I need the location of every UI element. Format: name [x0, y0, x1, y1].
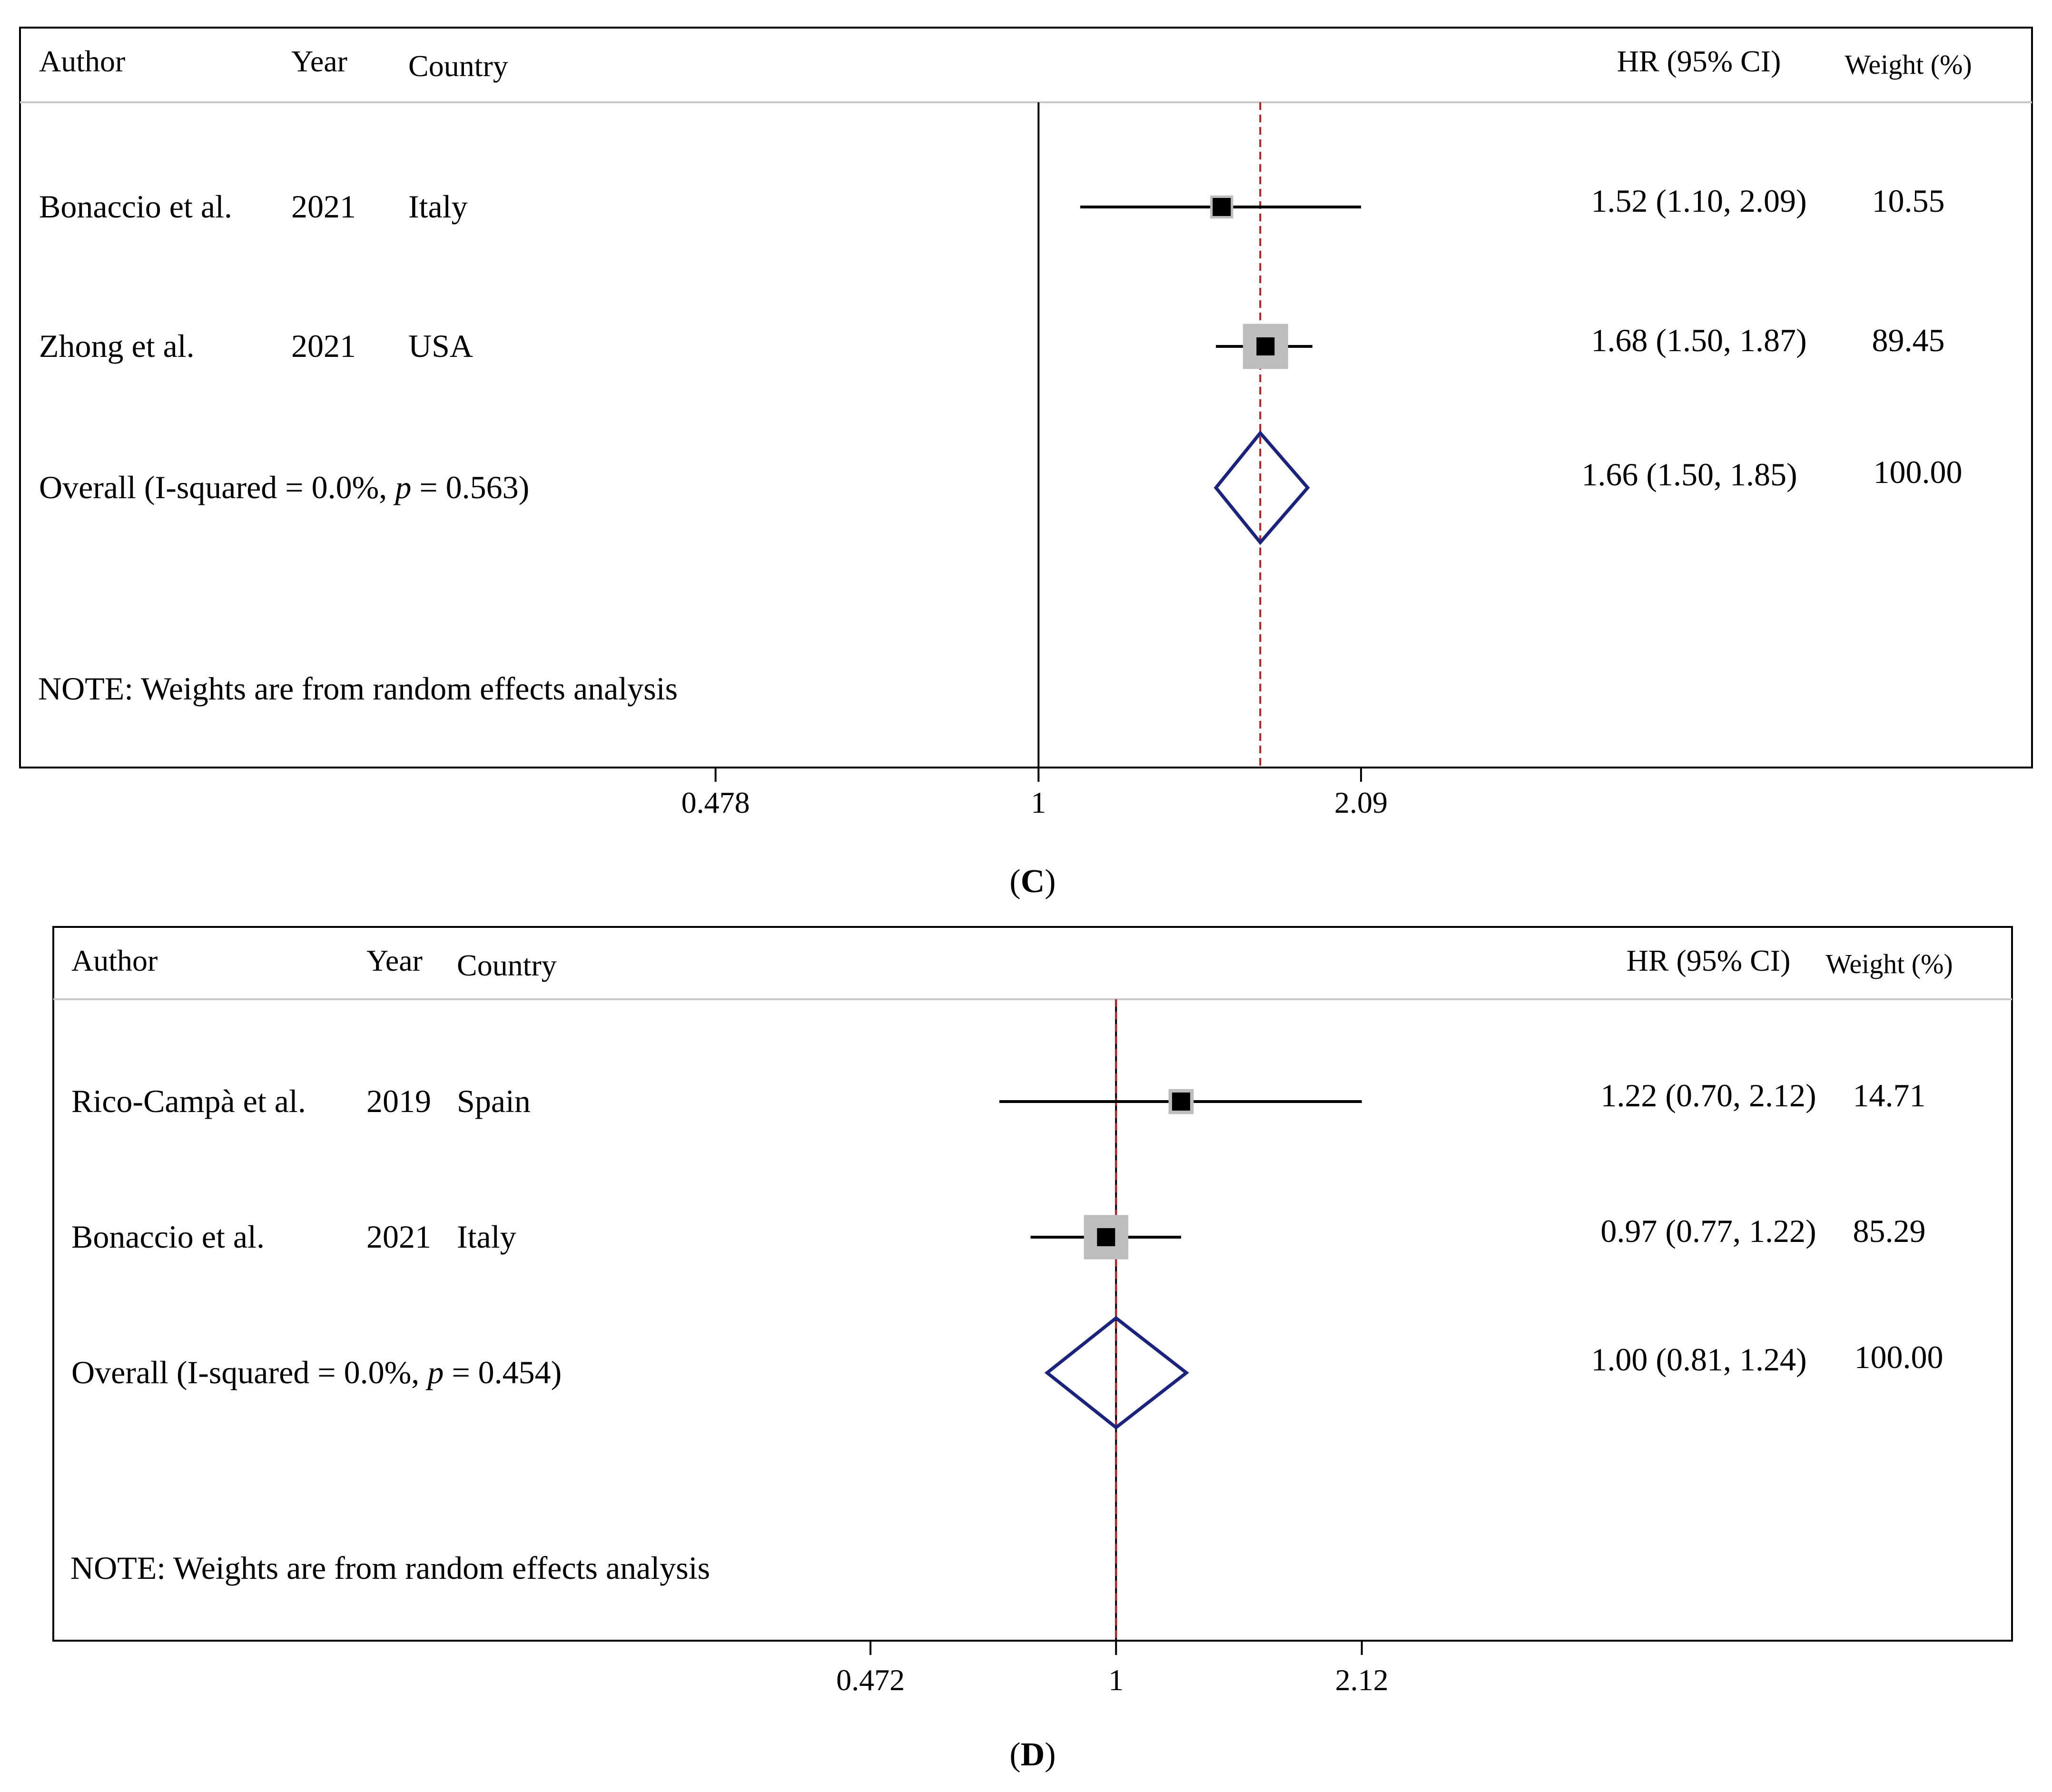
axis-tick-label: 0.472 — [836, 1663, 905, 1697]
study-country: Italy — [408, 188, 468, 225]
panel-label: (C) — [1009, 863, 1056, 900]
overall-diamond — [1044, 1316, 1189, 1430]
study-hr-ci: 1.68 (1.50, 1.87) — [1591, 322, 1806, 358]
column-header-year: Year — [366, 944, 423, 977]
study-weight: 89.45 — [1872, 322, 1945, 358]
plot-frame — [52, 926, 2013, 1642]
study-country: Italy — [457, 1219, 516, 1255]
axis-tick-label: 1 — [1031, 786, 1046, 819]
column-header-weight: Weight (%) — [1845, 49, 1972, 80]
study-hr-ci: 1.52 (1.10, 2.09) — [1591, 183, 1806, 219]
column-header-country: Country — [408, 49, 508, 83]
study-country: Spain — [457, 1083, 531, 1119]
study-point-estimate — [1256, 337, 1275, 355]
overall-hr-ci: 1.00 (0.81, 1.24) — [1591, 1341, 1806, 1378]
study-point-estimate — [1213, 198, 1231, 216]
overall-diamond — [1213, 430, 1310, 545]
column-header-hr: HR (95% CI) — [1617, 44, 1781, 78]
column-header-country: Country — [457, 948, 557, 982]
study-point-estimate — [1097, 1228, 1115, 1246]
study-year: 2021 — [291, 328, 356, 364]
axis-tick-label: 1 — [1108, 1663, 1124, 1697]
axis-tick-label: 2.09 — [1334, 786, 1388, 819]
axis-tick-label: 0.478 — [681, 786, 750, 819]
weights-note: NOTE: Weights are from random effects an… — [38, 670, 678, 707]
overall-hr-ci: 1.66 (1.50, 1.85) — [1581, 456, 1797, 492]
weights-note: NOTE: Weights are from random effects an… — [70, 1550, 710, 1586]
study-country: USA — [408, 328, 473, 364]
study-author: Zhong et al. — [39, 328, 195, 364]
study-hr-ci: 0.97 (0.77, 1.22) — [1600, 1213, 1816, 1249]
study-point-estimate — [1172, 1093, 1190, 1111]
overall-weight: 100.00 — [1874, 454, 1963, 490]
study-year: 2021 — [291, 188, 356, 225]
study-author: Rico-Campà et al. — [71, 1083, 306, 1119]
study-author: Bonaccio et al. — [71, 1219, 265, 1255]
axis-tick-label: 2.12 — [1335, 1663, 1389, 1697]
study-author: Bonaccio et al. — [39, 188, 232, 225]
overall-weight: 100.00 — [1855, 1339, 1943, 1375]
column-header-year: Year — [291, 44, 347, 78]
study-year: 2021 — [366, 1219, 431, 1255]
column-header-weight: Weight (%) — [1825, 948, 1953, 979]
column-header-hr: HR (95% CI) — [1627, 944, 1791, 977]
study-weight: 10.55 — [1872, 183, 1945, 219]
forest-panel-d: Author Year Country HR (95% CI) Weight (%) Ri… — [52, 926, 2013, 1773]
overall-label: Overall (I-squared = 0.0%, p = 0.563) — [39, 469, 529, 505]
study-weight: 14.71 — [1853, 1077, 1926, 1113]
forest-panel-c: Author Year Country HR (95% CI) Weight (%) Bo… — [19, 27, 2033, 900]
column-header-author: Author — [71, 944, 158, 977]
study-hr-ci: 1.22 (0.70, 2.12) — [1600, 1077, 1816, 1113]
overall-label: Overall (I-squared = 0.0%, p = 0.454) — [71, 1354, 562, 1390]
study-weight: 85.29 — [1853, 1213, 1926, 1249]
study-year: 2019 — [366, 1083, 431, 1119]
plot-frame — [19, 27, 2033, 768]
panel-label: (D) — [1009, 1736, 1056, 1773]
column-header-author: Author — [39, 44, 125, 78]
